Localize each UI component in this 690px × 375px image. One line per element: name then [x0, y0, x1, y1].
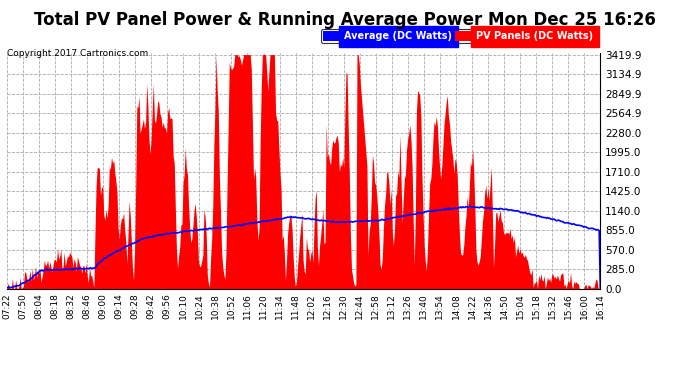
Text: Copyright 2017 Cartronics.com: Copyright 2017 Cartronics.com [7, 49, 148, 58]
Text: Total PV Panel Power & Running Average Power Mon Dec 25 16:26: Total PV Panel Power & Running Average P… [34, 11, 656, 29]
Legend: Average (DC Watts), PV Panels (DC Watts): Average (DC Watts), PV Panels (DC Watts) [321, 29, 595, 43]
